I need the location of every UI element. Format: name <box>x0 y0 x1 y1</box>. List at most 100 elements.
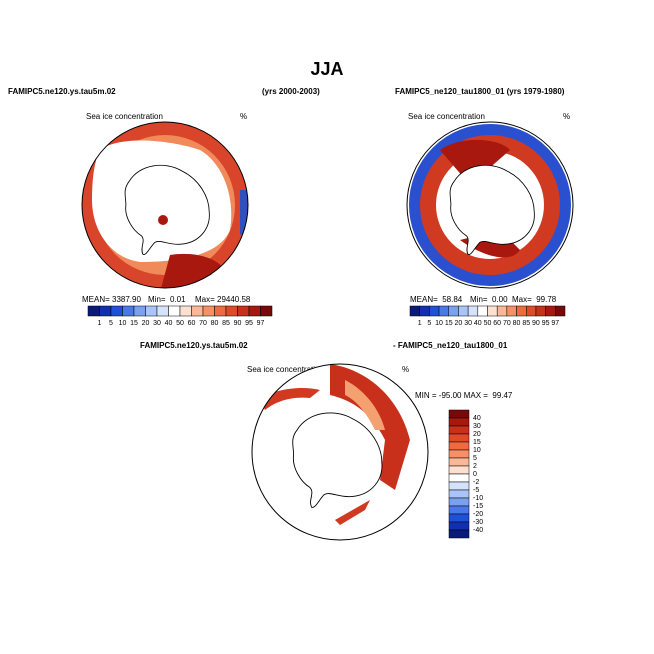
stat: Min= 0.01 <box>148 295 186 304</box>
header-left: FAMIPC5.ne120.ys.tau5m.02 <box>140 341 248 350</box>
stat: MEAN= 58.84 <box>410 295 463 304</box>
colorbar-box <box>214 305 227 317</box>
colorbar-box <box>477 305 488 317</box>
stat: MIN = -95.00 MAX = 99.47 <box>415 391 513 400</box>
colorbar-box <box>438 305 449 317</box>
subtitle: Sea ice concentration <box>247 365 324 374</box>
colorbar-box <box>448 409 470 419</box>
colorbar-label: 30 <box>473 423 481 430</box>
colorbar-box <box>225 305 238 317</box>
colorbar-box <box>248 305 261 317</box>
colorbar-label: -20 <box>473 511 483 518</box>
colorbar-box <box>429 305 440 317</box>
colorbar-label: 1 <box>418 320 422 327</box>
colorbar-label: 20 <box>142 320 150 327</box>
colorbar-box <box>555 305 566 317</box>
colorbar-box <box>191 305 204 317</box>
colorbar-label: -30 <box>473 519 483 526</box>
colorbar-box <box>448 449 470 459</box>
title: JJA <box>310 59 343 79</box>
colorbar-box <box>448 521 470 531</box>
colorbar-label: 85 <box>522 320 530 327</box>
colorbar-label: 50 <box>484 320 492 327</box>
colorbar-label: 70 <box>199 320 207 327</box>
colorbar-label: 30 <box>464 320 472 327</box>
colorbar-label: 40 <box>473 415 481 422</box>
colorbar-label: -40 <box>473 527 483 534</box>
map <box>252 364 428 540</box>
colorbar-box <box>448 417 470 427</box>
colorbar-label: 60 <box>493 320 501 327</box>
colorbar-label: -10 <box>473 495 483 502</box>
colorbar-box <box>448 489 470 499</box>
colorbars: 1 5 10 15 20 30 40 50 60 70 80 85 90 95 97 1 5 10 15 20 30 40… <box>87 305 566 539</box>
colorbar-label: 30 <box>153 320 161 327</box>
colorbar-label: -2 <box>473 479 479 486</box>
colorbar-box <box>448 497 470 507</box>
colorbar-label: 90 <box>234 320 242 327</box>
colorbar-box <box>448 473 470 483</box>
colorbar-box <box>122 305 135 317</box>
colorbar-label: 40 <box>474 320 482 327</box>
colorbar-label: 80 <box>513 320 521 327</box>
colorbar-label: 2 <box>473 463 477 470</box>
colorbar-label: 5 <box>109 320 113 327</box>
colorbar-box <box>145 305 158 317</box>
colorbar-box <box>448 465 470 475</box>
colorbar-box <box>448 529 470 539</box>
colorbar-box <box>448 481 470 491</box>
colorbar-box <box>110 305 123 317</box>
header-left: FAMIPC5_ne120_tau1800_01 (yrs 1979-1980) <box>395 87 565 96</box>
colorbar-box <box>496 305 508 317</box>
colorbar-box <box>458 305 469 317</box>
colorbar-label: 85 <box>222 320 230 327</box>
unit: % <box>563 112 570 121</box>
colorbar-box <box>506 305 517 317</box>
colorbar-box <box>260 305 273 317</box>
header-left: FAMIPC5.ne120.ys.tau5m.02 <box>8 87 116 96</box>
colorbar-box <box>448 433 470 443</box>
colorbar-box <box>545 305 556 317</box>
colorbar-box <box>87 305 100 317</box>
colorbar-label: 95 <box>542 320 550 327</box>
colorbar-box <box>526 305 537 317</box>
colorbar-label: 20 <box>473 431 481 438</box>
colorbar-box <box>156 305 169 317</box>
colorbar-label: 60 <box>188 320 196 327</box>
stat: Max= 99.78 <box>512 295 557 304</box>
colorbar-box <box>535 305 546 317</box>
colorbar-box <box>168 305 181 317</box>
colorbar-box <box>99 305 112 317</box>
colorbar-box <box>448 305 459 317</box>
colorbar-label: 50 <box>176 320 184 327</box>
colorbar-label: 10 <box>473 447 481 454</box>
colorbar-label: 97 <box>551 320 559 327</box>
subtitle: Sea ice concentration <box>86 112 163 121</box>
colorbar-label: 10 <box>435 320 443 327</box>
colorbar-box <box>487 305 498 317</box>
colorbar-label: 10 <box>119 320 127 327</box>
colorbar-box <box>448 441 470 451</box>
colorbar-label: -5 <box>473 487 479 494</box>
colorbar-label: 15 <box>473 439 481 446</box>
colorbar-box <box>448 457 470 467</box>
colorbar-box <box>237 305 250 317</box>
colorbar-label: -15 <box>473 503 483 510</box>
colorbar-label: 97 <box>257 320 265 327</box>
unit: % <box>402 365 409 374</box>
colorbar-label: 15 <box>445 320 453 327</box>
colorbar-label: 1 <box>98 320 102 327</box>
subtitle: Sea ice concentration <box>408 112 485 121</box>
colorbar-box <box>516 305 527 317</box>
colorbar-label: 15 <box>130 320 138 327</box>
colorbar-label: 80 <box>211 320 219 327</box>
stat: MEAN= 3387.90 <box>82 295 141 304</box>
colorbar-label: 90 <box>532 320 540 327</box>
colorbar-box <box>448 513 470 523</box>
colorbar-box <box>202 305 215 317</box>
map <box>407 122 573 288</box>
map <box>82 122 248 288</box>
stat: Max= 29440.58 <box>195 295 251 304</box>
colorbar-label: 95 <box>245 320 253 327</box>
